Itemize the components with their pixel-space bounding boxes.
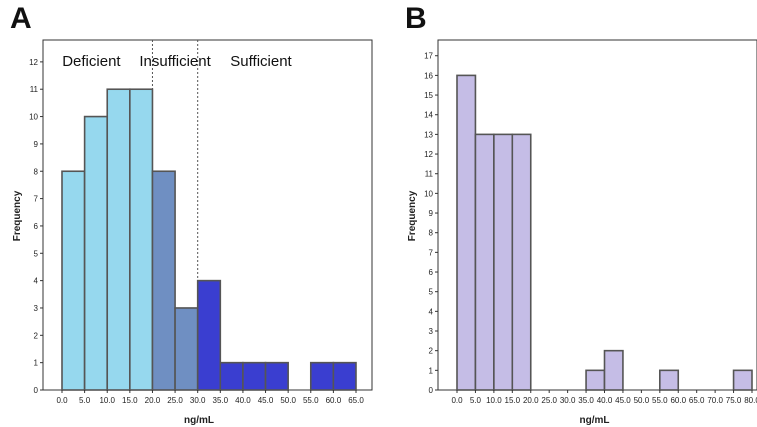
x-tick-label: 0.0 <box>56 396 68 405</box>
x-axis-label: ng/mL <box>184 415 214 426</box>
y-tick-label: 9 <box>34 140 39 149</box>
x-tick-label: 65.0 <box>348 396 364 405</box>
y-tick-label: 1 <box>429 366 434 375</box>
y-tick-label: 3 <box>34 304 39 313</box>
histogram-bar <box>659 369 680 391</box>
x-tick-label: 50.0 <box>280 396 296 405</box>
histogram-bar <box>264 361 289 391</box>
region-label-sufficient: Sufficient <box>230 53 292 70</box>
x-tick-label: 80.0 <box>744 396 757 405</box>
x-tick-label: 55.0 <box>303 396 319 405</box>
x-tick-label: 65.0 <box>689 396 705 405</box>
y-tick-label: 6 <box>429 268 434 277</box>
histogram-bar <box>129 88 154 391</box>
y-tick-label: 14 <box>424 111 433 120</box>
x-tick-label: 45.0 <box>258 396 274 405</box>
y-tick-label: 0 <box>429 386 434 395</box>
y-tick-label: 12 <box>29 58 38 67</box>
x-tick-label: 15.0 <box>505 396 521 405</box>
x-tick-label: 40.0 <box>235 396 251 405</box>
y-tick-label: 11 <box>425 170 434 179</box>
y-axis-label: Frequency <box>407 190 418 241</box>
y-tick-label: 4 <box>34 277 39 286</box>
y-tick-label: 6 <box>34 222 39 231</box>
x-tick-label: 30.0 <box>190 396 206 405</box>
y-tick-label: 5 <box>34 249 39 258</box>
y-tick-label: 3 <box>429 327 434 336</box>
histogram-bar <box>474 133 495 391</box>
histogram-bar <box>61 170 86 391</box>
x-tick-label: 5.0 <box>470 396 482 405</box>
x-tick-label: 25.0 <box>541 396 557 405</box>
histogram-bar <box>309 361 335 391</box>
x-tick-label: 30.0 <box>560 396 576 405</box>
histogram-bar <box>332 361 357 391</box>
histogram-bar <box>106 88 131 391</box>
x-tick-label: 45.0 <box>615 396 631 405</box>
histogram-bar <box>493 133 514 391</box>
y-tick-label: 16 <box>424 71 433 80</box>
panel-letter-a: A <box>10 2 32 35</box>
x-tick-label: 60.0 <box>670 396 686 405</box>
x-tick-label: 0.0 <box>451 396 463 405</box>
y-tick-label: 2 <box>429 347 434 356</box>
x-tick-label: 60.0 <box>326 396 342 405</box>
x-tick-label: 10.0 <box>486 396 502 405</box>
x-tick-label: 20.0 <box>523 396 539 405</box>
x-tick-label: 15.0 <box>122 396 138 405</box>
y-tick-label: 15 <box>424 91 433 100</box>
y-tick-label: 13 <box>424 130 433 139</box>
x-tick-label: 5.0 <box>79 396 91 405</box>
histogram-bar <box>151 170 176 391</box>
y-tick-label: 5 <box>429 288 434 297</box>
x-tick-label: 40.0 <box>597 396 613 405</box>
y-tick-label: 10 <box>424 189 433 198</box>
y-tick-label: 9 <box>429 209 434 218</box>
x-tick-label: 25.0 <box>167 396 183 405</box>
x-tick-label: 10.0 <box>99 396 115 405</box>
histogram-bar <box>174 307 199 391</box>
y-tick-label: 4 <box>429 307 434 316</box>
panel-letter-b: B <box>405 2 427 35</box>
y-tick-label: 11 <box>30 85 39 94</box>
y-tick-label: 0 <box>34 386 39 395</box>
histogram-bar <box>456 74 477 391</box>
histogram-bar <box>242 361 267 391</box>
y-tick-label: 2 <box>34 331 39 340</box>
x-tick-label: 75.0 <box>726 396 742 405</box>
histogram-bar <box>511 133 532 391</box>
histogram-bar <box>196 279 222 391</box>
y-tick-label: 7 <box>429 248 434 257</box>
histogram-bar <box>732 369 753 391</box>
x-tick-label: 70.0 <box>707 396 723 405</box>
y-tick-label: 12 <box>424 150 433 159</box>
region-label-deficient: Deficient <box>62 53 121 70</box>
y-tick-label: 10 <box>29 113 38 122</box>
y-tick-label: 17 <box>424 52 433 61</box>
x-tick-label: 35.0 <box>578 396 594 405</box>
histogram-bar <box>219 361 244 391</box>
histogram-bar <box>603 349 624 391</box>
y-tick-label: 8 <box>429 229 434 238</box>
region-label-insufficient: Insufficient <box>139 53 211 70</box>
x-tick-label: 50.0 <box>634 396 650 405</box>
x-tick-label: 20.0 <box>145 396 161 405</box>
y-tick-label: 1 <box>34 359 39 368</box>
x-tick-label: 55.0 <box>652 396 668 405</box>
histogram-bar <box>585 369 606 391</box>
histogram-bar <box>83 115 109 391</box>
x-tick-label: 35.0 <box>213 396 229 405</box>
x-axis-label: ng/mL <box>580 415 610 426</box>
y-tick-label: 7 <box>34 195 39 204</box>
y-axis-label: Frequency <box>12 190 23 241</box>
y-tick-label: 8 <box>34 167 39 176</box>
